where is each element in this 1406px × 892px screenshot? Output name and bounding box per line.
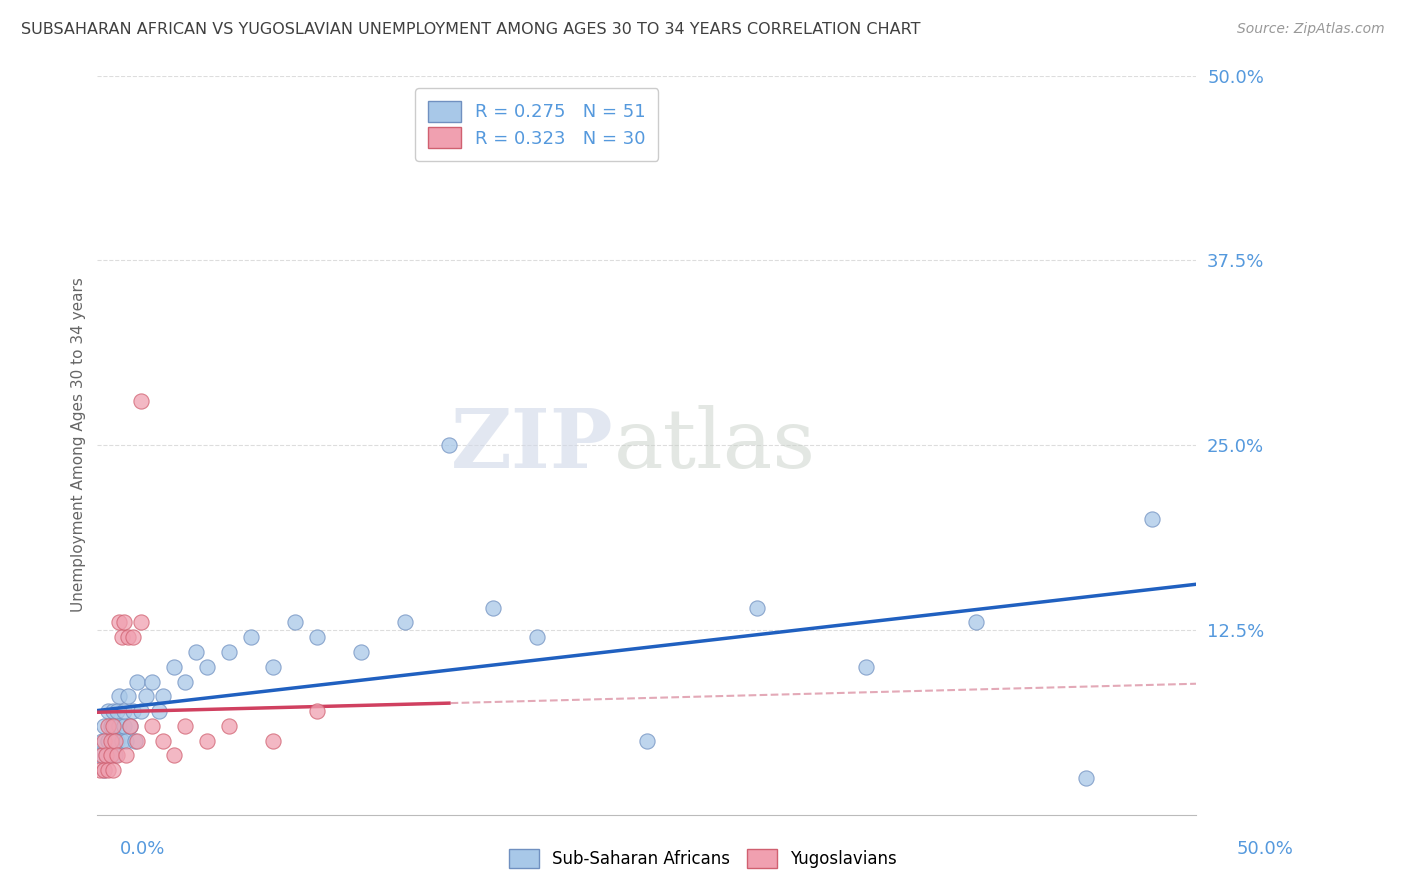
Point <box>262 733 284 747</box>
Point <box>174 674 197 689</box>
Point <box>101 719 124 733</box>
Point <box>148 704 170 718</box>
Point <box>89 748 111 763</box>
Point <box>437 438 460 452</box>
Point <box>104 748 127 763</box>
Point <box>117 630 139 644</box>
Point <box>174 719 197 733</box>
Point <box>152 733 174 747</box>
Point <box>141 674 163 689</box>
Text: SUBSAHARAN AFRICAN VS YUGOSLAVIAN UNEMPLOYMENT AMONG AGES 30 TO 34 YEARS CORRELA: SUBSAHARAN AFRICAN VS YUGOSLAVIAN UNEMPL… <box>21 22 921 37</box>
Point <box>100 719 122 733</box>
Point <box>129 704 152 718</box>
Point <box>93 763 115 777</box>
Point <box>105 748 128 763</box>
Point <box>195 733 218 747</box>
Point <box>100 748 122 763</box>
Point <box>125 733 148 747</box>
Point <box>108 615 131 630</box>
Point <box>121 630 143 644</box>
Text: Source: ZipAtlas.com: Source: ZipAtlas.com <box>1237 22 1385 37</box>
Point <box>97 719 120 733</box>
Point <box>125 674 148 689</box>
Point <box>240 630 263 644</box>
Point <box>135 690 157 704</box>
Point <box>97 733 120 747</box>
Legend: R = 0.275   N = 51, R = 0.323   N = 30: R = 0.275 N = 51, R = 0.323 N = 30 <box>415 88 658 161</box>
Point <box>110 733 132 747</box>
Point <box>262 659 284 673</box>
Text: 0.0%: 0.0% <box>120 840 165 858</box>
Point <box>218 719 240 733</box>
Point <box>121 704 143 718</box>
Point <box>152 690 174 704</box>
Point <box>129 615 152 630</box>
Point <box>112 704 135 718</box>
Point <box>195 659 218 673</box>
Point <box>482 600 505 615</box>
Point <box>112 719 135 733</box>
Point <box>526 630 548 644</box>
Point <box>101 704 124 718</box>
Point <box>90 733 112 747</box>
Text: atlas: atlas <box>613 405 815 485</box>
Point <box>855 659 877 673</box>
Point <box>1140 512 1163 526</box>
Point <box>100 748 122 763</box>
Point <box>110 630 132 644</box>
Point <box>90 748 112 763</box>
Text: ZIP: ZIP <box>451 405 613 485</box>
Point <box>105 733 128 747</box>
Point <box>104 733 127 747</box>
Point <box>89 763 111 777</box>
Point <box>129 393 152 408</box>
Point <box>1074 771 1097 785</box>
Point <box>141 719 163 733</box>
Point <box>120 719 142 733</box>
Point <box>108 690 131 704</box>
Point <box>97 704 120 718</box>
Point <box>186 645 208 659</box>
Point <box>394 615 416 630</box>
Point <box>307 704 329 718</box>
Point <box>100 733 122 747</box>
Point <box>350 645 373 659</box>
Point <box>101 733 124 747</box>
Point <box>108 719 131 733</box>
Point <box>307 630 329 644</box>
Point <box>115 748 138 763</box>
Point <box>94 748 117 763</box>
Point <box>120 719 142 733</box>
Point <box>745 600 768 615</box>
Point <box>112 615 135 630</box>
Point <box>105 704 128 718</box>
Point <box>117 690 139 704</box>
Point <box>93 719 115 733</box>
Point <box>965 615 987 630</box>
Point <box>93 733 115 747</box>
Point <box>284 615 307 630</box>
Text: 50.0%: 50.0% <box>1237 840 1294 858</box>
Point <box>163 659 186 673</box>
Point <box>104 719 127 733</box>
Point <box>124 733 146 747</box>
Point <box>101 763 124 777</box>
Y-axis label: Unemployment Among Ages 30 to 34 years: Unemployment Among Ages 30 to 34 years <box>72 277 86 613</box>
Legend: Sub-Saharan Africans, Yugoslavians: Sub-Saharan Africans, Yugoslavians <box>502 842 904 875</box>
Point <box>115 733 138 747</box>
Point <box>94 748 117 763</box>
Point <box>636 733 658 747</box>
Point <box>97 763 120 777</box>
Point <box>163 748 186 763</box>
Point <box>93 763 115 777</box>
Point <box>218 645 240 659</box>
